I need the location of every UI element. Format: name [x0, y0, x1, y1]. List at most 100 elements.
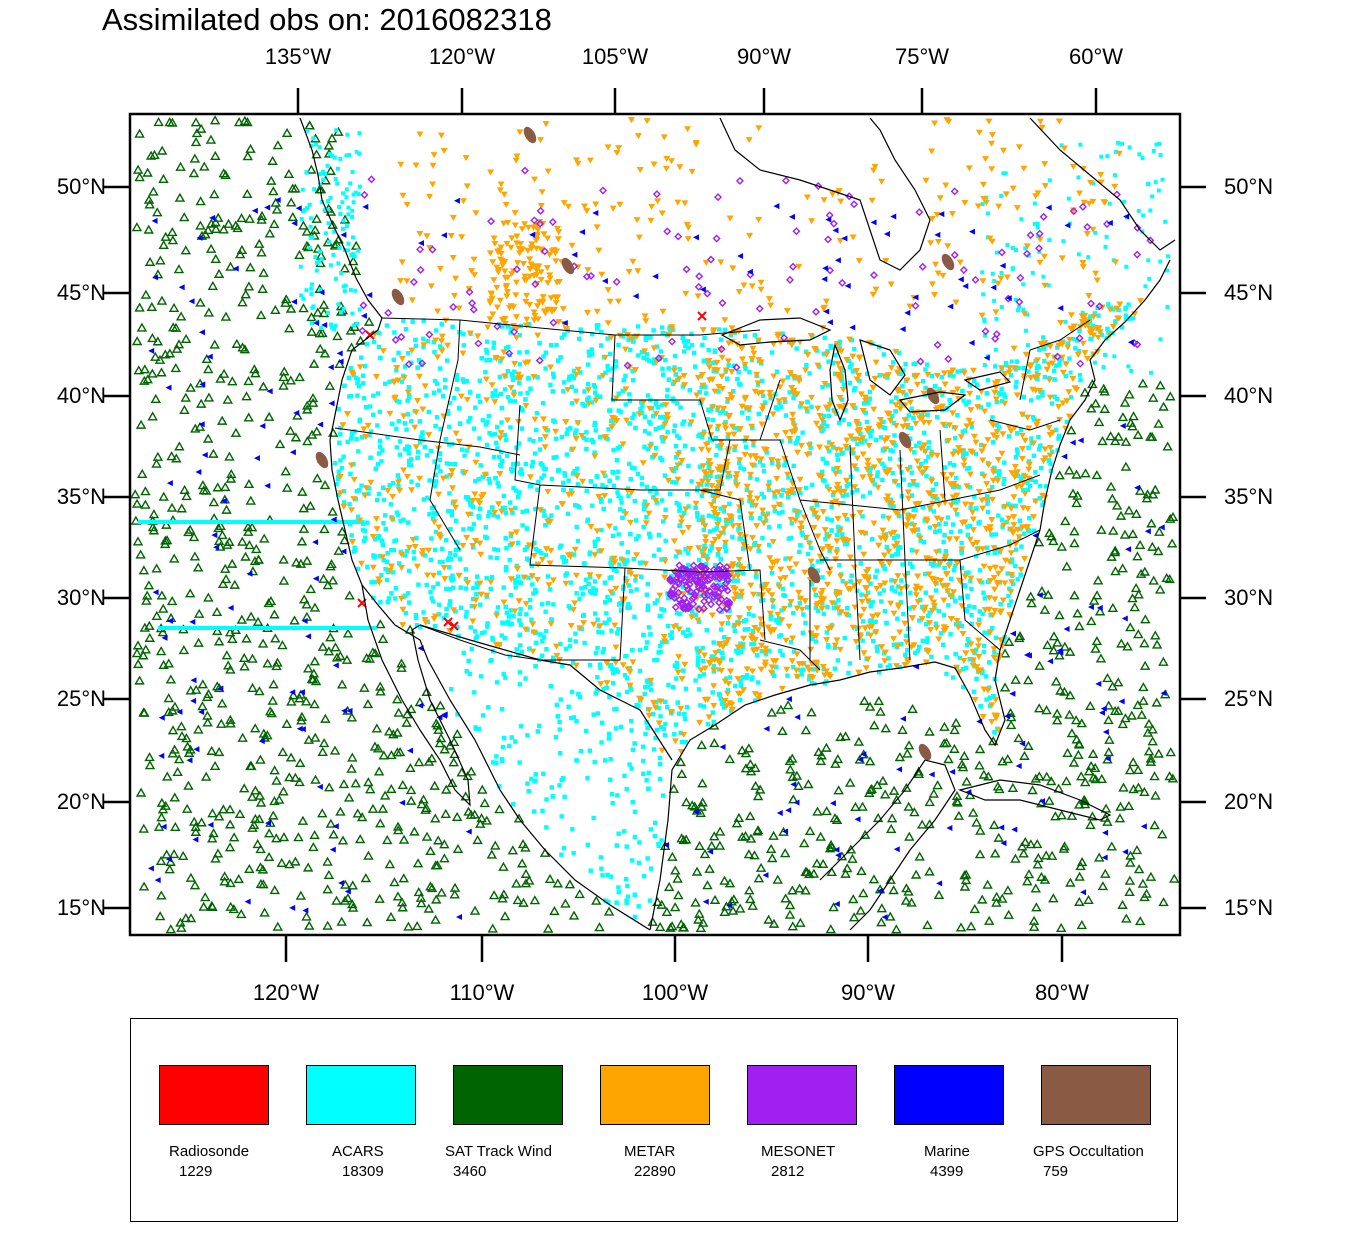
- acars-marker: [614, 843, 620, 848]
- acars-marker: [616, 408, 621, 413]
- sat-track-wind-marker: [254, 238, 265, 248]
- acars-marker: [966, 466, 972, 471]
- sat-track-wind-marker: [194, 421, 206, 431]
- acars-marker: [736, 527, 741, 532]
- acars-marker: [504, 565, 509, 570]
- sat-track-wind-marker: [488, 890, 500, 900]
- sat-track-wind-marker: [1022, 876, 1033, 886]
- acars-marker: [744, 675, 749, 680]
- sat-track-wind-marker: [301, 226, 313, 236]
- observation-markers: [130, 115, 1180, 934]
- acars-marker: [629, 728, 634, 733]
- acars-marker: [476, 477, 481, 482]
- acars-marker: [523, 461, 528, 467]
- sat-track-wind-marker: [213, 636, 225, 646]
- acars-marker: [599, 527, 604, 533]
- acars-marker: [985, 501, 990, 506]
- acars-marker: [610, 366, 615, 371]
- acars-marker: [323, 231, 328, 236]
- acars-marker: [701, 429, 707, 434]
- sat-track-wind-marker: [167, 748, 178, 758]
- sat-track-wind-marker: [310, 732, 321, 742]
- sat-track-wind-marker: [831, 814, 843, 825]
- sat-track-wind-marker: [164, 864, 175, 874]
- acars-marker: [544, 797, 549, 802]
- acars-marker: [891, 642, 896, 647]
- sat-track-wind-marker: [486, 849, 497, 859]
- acars-marker: [718, 627, 724, 632]
- acars-marker: [456, 406, 462, 411]
- sat-track-wind-marker: [421, 802, 432, 813]
- acars-marker: [431, 585, 436, 590]
- sat-track-wind-marker: [210, 217, 221, 227]
- acars-marker: [494, 754, 499, 759]
- acars-marker: [642, 428, 648, 434]
- acars-marker: [544, 825, 549, 830]
- acars-marker: [599, 499, 604, 504]
- sat-track-wind-marker: [1010, 674, 1021, 684]
- acars-marker: [694, 488, 700, 493]
- acars-marker: [494, 680, 500, 685]
- acars-marker: [607, 408, 612, 413]
- acars-marker: [558, 697, 563, 702]
- acars-marker: [418, 435, 424, 440]
- acars-marker: [909, 493, 915, 498]
- acars-marker: [768, 616, 773, 621]
- sat-track-wind-marker: [281, 127, 293, 137]
- acars-marker: [402, 421, 408, 426]
- acars-marker: [795, 513, 800, 518]
- acars-marker: [515, 461, 521, 466]
- sat-track-wind-marker: [318, 573, 329, 583]
- acars-marker: [748, 475, 753, 480]
- acars-marker: [346, 212, 351, 217]
- sat-track-wind-marker: [794, 883, 805, 893]
- acars-marker: [880, 477, 885, 483]
- acars-marker: [415, 455, 420, 460]
- sat-track-wind-marker: [172, 766, 183, 777]
- sat-track-wind-marker: [322, 580, 334, 590]
- acars-marker: [711, 640, 716, 645]
- acars-marker: [467, 390, 473, 395]
- sat-track-wind-marker: [301, 240, 313, 250]
- acars-marker: [371, 595, 376, 601]
- sat-track-wind-marker: [868, 874, 880, 884]
- sat-track-wind-marker: [656, 899, 667, 909]
- acars-marker: [1052, 394, 1057, 399]
- acars-marker: [624, 900, 629, 905]
- sat-track-wind-marker: [1050, 676, 1062, 686]
- acars-marker: [451, 585, 456, 590]
- acars-marker: [674, 610, 680, 616]
- acars-marker: [954, 512, 960, 517]
- acars-marker: [746, 627, 751, 632]
- acars-marker: [524, 349, 530, 355]
- sat-track-wind-marker: [243, 526, 254, 536]
- acars-marker: [723, 548, 729, 554]
- acars-marker: [1086, 255, 1091, 260]
- acars-marker: [606, 736, 612, 741]
- sat-track-wind-marker: [897, 724, 908, 735]
- sat-track-wind-marker: [872, 812, 884, 823]
- acars-marker: [1116, 307, 1121, 313]
- acars-marker: [358, 355, 364, 360]
- acars-marker: [480, 474, 485, 479]
- sat-track-wind-marker: [1165, 391, 1176, 401]
- acars-marker: [526, 557, 532, 563]
- acars-marker: [906, 413, 911, 418]
- acars-marker: [1017, 498, 1023, 503]
- sat-track-wind-marker: [166, 451, 177, 461]
- acars-marker: [974, 553, 979, 559]
- sat-track-wind-marker: [304, 920, 315, 930]
- acars-marker: [444, 586, 449, 592]
- acars-marker: [834, 452, 840, 458]
- sat-track-wind-marker: [855, 905, 866, 915]
- acars-marker: [882, 609, 888, 614]
- acars-marker: [477, 399, 483, 405]
- acars-marker: [545, 574, 551, 579]
- acars-marker: [952, 435, 958, 441]
- acars-marker: [393, 586, 399, 591]
- acars-marker: [507, 557, 512, 563]
- acars-marker: [1032, 221, 1037, 226]
- sat-track-wind-marker: [263, 598, 274, 608]
- sat-track-wind-marker: [840, 731, 851, 741]
- acars-marker: [990, 625, 995, 631]
